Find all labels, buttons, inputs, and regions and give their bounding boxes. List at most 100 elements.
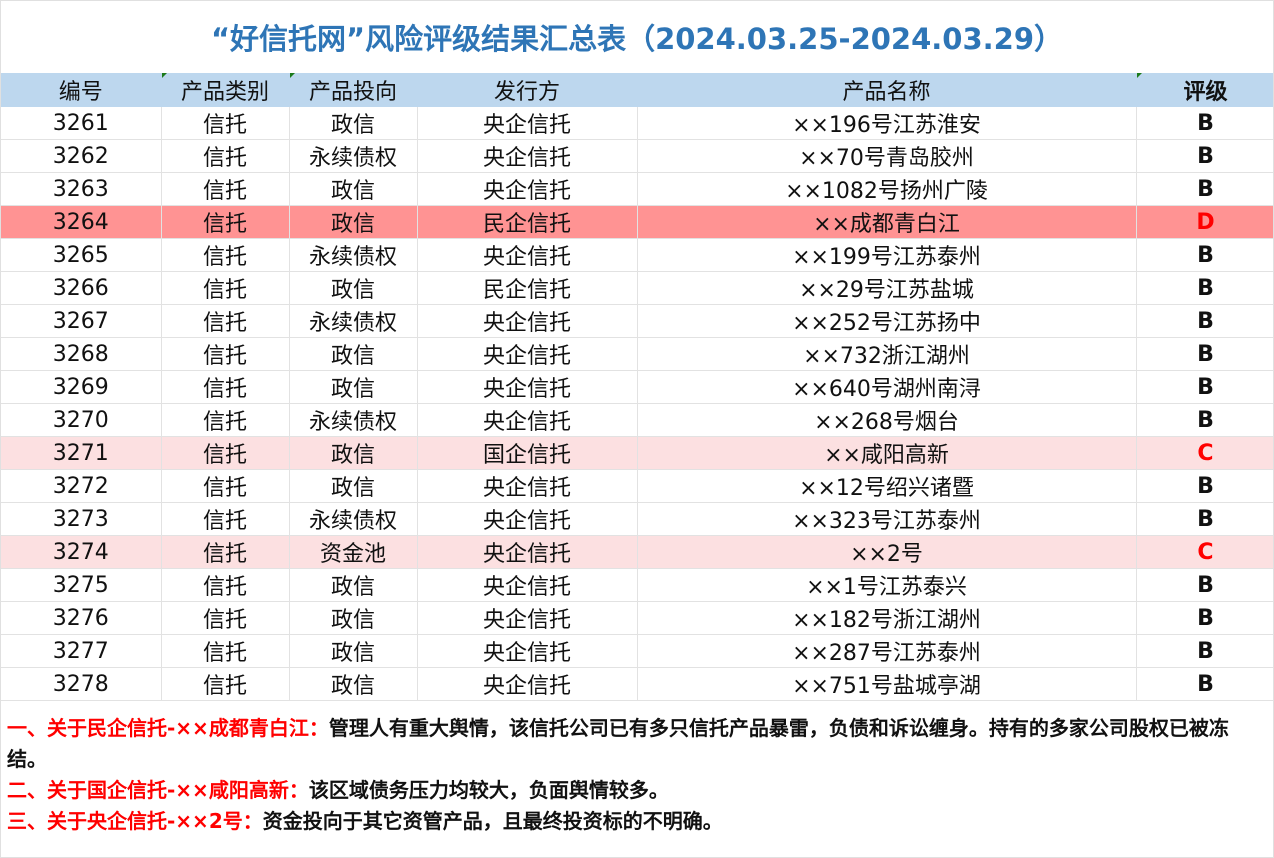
cell-id[interactable]: 3268 bbox=[1, 337, 162, 371]
cell-name[interactable]: ××196号江苏淮安 bbox=[637, 106, 1137, 140]
cell-rating[interactable]: B bbox=[1136, 403, 1273, 437]
cell-id[interactable]: 3275 bbox=[1, 568, 162, 602]
cell-id[interactable]: 3276 bbox=[1, 601, 162, 635]
cell-name[interactable]: ××29号江苏盐城 bbox=[637, 271, 1137, 305]
cell-rating[interactable]: B bbox=[1136, 601, 1273, 635]
cell-id[interactable]: 3265 bbox=[1, 238, 162, 272]
cell-rating[interactable]: B bbox=[1136, 568, 1273, 602]
cell-name[interactable]: ××199号江苏泰州 bbox=[637, 238, 1137, 272]
cell-rating[interactable]: C bbox=[1136, 436, 1273, 470]
cell-rating[interactable]: D bbox=[1136, 205, 1273, 239]
cell-issuer[interactable]: 国企信托 bbox=[417, 436, 638, 470]
cell-category[interactable]: 信托 bbox=[161, 469, 290, 503]
cell-name[interactable]: ××287号江苏泰州 bbox=[637, 634, 1137, 668]
cell-name[interactable]: ××640号湖州南浔 bbox=[637, 370, 1137, 404]
cell-id[interactable]: 3263 bbox=[1, 172, 162, 206]
cell-issuer[interactable]: 央企信托 bbox=[417, 238, 638, 272]
cell-issuer[interactable]: 央企信托 bbox=[417, 106, 638, 140]
cell-id[interactable]: 3273 bbox=[1, 502, 162, 536]
cell-name[interactable]: ××268号烟台 bbox=[637, 403, 1137, 437]
cell-rating[interactable]: B bbox=[1136, 139, 1273, 173]
cell-name[interactable]: ××323号江苏泰州 bbox=[637, 502, 1137, 536]
cell-issuer[interactable]: 央企信托 bbox=[417, 139, 638, 173]
cell-issuer[interactable]: 央企信托 bbox=[417, 502, 638, 536]
cell-issuer[interactable]: 央企信托 bbox=[417, 568, 638, 602]
cell-direction[interactable]: 政信 bbox=[289, 106, 418, 140]
cell-direction[interactable]: 政信 bbox=[289, 337, 418, 371]
cell-rating[interactable]: B bbox=[1136, 469, 1273, 503]
cell-name[interactable]: ××12号绍兴诸暨 bbox=[637, 469, 1137, 503]
cell-name[interactable]: ××70号青岛胶州 bbox=[637, 139, 1137, 173]
cell-issuer[interactable]: 央企信托 bbox=[417, 403, 638, 437]
cell-issuer[interactable]: 央企信托 bbox=[417, 469, 638, 503]
cell-name[interactable]: ××咸阳高新 bbox=[637, 436, 1137, 470]
cell-category[interactable]: 信托 bbox=[161, 370, 290, 404]
cell-name[interactable]: ××182号浙江湖州 bbox=[637, 601, 1137, 635]
cell-category[interactable]: 信托 bbox=[161, 403, 290, 437]
cell-rating[interactable]: B bbox=[1136, 634, 1273, 668]
cell-name[interactable]: ××1082号扬州广陵 bbox=[637, 172, 1137, 206]
cell-issuer[interactable]: 民企信托 bbox=[417, 205, 638, 239]
cell-direction[interactable]: 永续债权 bbox=[289, 502, 418, 536]
cell-name[interactable]: ××732浙江湖州 bbox=[637, 337, 1137, 371]
cell-category[interactable]: 信托 bbox=[161, 205, 290, 239]
cell-direction[interactable]: 资金池 bbox=[289, 535, 418, 569]
cell-category[interactable]: 信托 bbox=[161, 436, 290, 470]
cell-direction[interactable]: 政信 bbox=[289, 601, 418, 635]
cell-id[interactable]: 3271 bbox=[1, 436, 162, 470]
cell-category[interactable]: 信托 bbox=[161, 238, 290, 272]
cell-rating[interactable]: B bbox=[1136, 304, 1273, 338]
cell-category[interactable]: 信托 bbox=[161, 502, 290, 536]
cell-issuer[interactable]: 央企信托 bbox=[417, 601, 638, 635]
cell-rating[interactable]: B bbox=[1136, 172, 1273, 206]
cell-category[interactable]: 信托 bbox=[161, 568, 290, 602]
cell-direction[interactable]: 政信 bbox=[289, 172, 418, 206]
cell-issuer[interactable]: 央企信托 bbox=[417, 370, 638, 404]
cell-issuer[interactable]: 央企信托 bbox=[417, 667, 638, 701]
cell-rating[interactable]: C bbox=[1136, 535, 1273, 569]
cell-name[interactable]: ××252号江苏扬中 bbox=[637, 304, 1137, 338]
cell-rating[interactable]: B bbox=[1136, 502, 1273, 536]
cell-category[interactable]: 信托 bbox=[161, 271, 290, 305]
cell-direction[interactable]: 政信 bbox=[289, 568, 418, 602]
cell-issuer[interactable]: 央企信托 bbox=[417, 304, 638, 338]
cell-rating[interactable]: B bbox=[1136, 337, 1273, 371]
cell-issuer[interactable]: 央企信托 bbox=[417, 634, 638, 668]
cell-id[interactable]: 3264 bbox=[1, 205, 162, 239]
cell-id[interactable]: 3270 bbox=[1, 403, 162, 437]
cell-name[interactable]: ××1号江苏泰兴 bbox=[637, 568, 1137, 602]
cell-direction[interactable]: 政信 bbox=[289, 469, 418, 503]
cell-issuer[interactable]: 央企信托 bbox=[417, 337, 638, 371]
cell-issuer[interactable]: 民企信托 bbox=[417, 271, 638, 305]
cell-id[interactable]: 3274 bbox=[1, 535, 162, 569]
cell-category[interactable]: 信托 bbox=[161, 601, 290, 635]
cell-issuer[interactable]: 央企信托 bbox=[417, 172, 638, 206]
cell-id[interactable]: 3267 bbox=[1, 304, 162, 338]
cell-name[interactable]: ××成都青白江 bbox=[637, 205, 1137, 239]
cell-category[interactable]: 信托 bbox=[161, 304, 290, 338]
cell-rating[interactable]: B bbox=[1136, 667, 1273, 701]
cell-direction[interactable]: 永续债权 bbox=[289, 238, 418, 272]
cell-direction[interactable]: 永续债权 bbox=[289, 139, 418, 173]
cell-category[interactable]: 信托 bbox=[161, 667, 290, 701]
cell-id[interactable]: 3261 bbox=[1, 106, 162, 140]
cell-rating[interactable]: B bbox=[1136, 106, 1273, 140]
cell-rating[interactable]: B bbox=[1136, 238, 1273, 272]
cell-direction[interactable]: 政信 bbox=[289, 370, 418, 404]
cell-id[interactable]: 3266 bbox=[1, 271, 162, 305]
cell-category[interactable]: 信托 bbox=[161, 106, 290, 140]
cell-direction[interactable]: 政信 bbox=[289, 271, 418, 305]
cell-id[interactable]: 3262 bbox=[1, 139, 162, 173]
cell-category[interactable]: 信托 bbox=[161, 172, 290, 206]
cell-id[interactable]: 3272 bbox=[1, 469, 162, 503]
cell-category[interactable]: 信托 bbox=[161, 337, 290, 371]
cell-category[interactable]: 信托 bbox=[161, 634, 290, 668]
cell-direction[interactable]: 政信 bbox=[289, 634, 418, 668]
cell-name[interactable]: ××2号 bbox=[637, 535, 1137, 569]
cell-direction[interactable]: 政信 bbox=[289, 205, 418, 239]
cell-id[interactable]: 3269 bbox=[1, 370, 162, 404]
cell-direction[interactable]: 政信 bbox=[289, 667, 418, 701]
cell-id[interactable]: 3277 bbox=[1, 634, 162, 668]
cell-rating[interactable]: B bbox=[1136, 271, 1273, 305]
cell-issuer[interactable]: 央企信托 bbox=[417, 535, 638, 569]
